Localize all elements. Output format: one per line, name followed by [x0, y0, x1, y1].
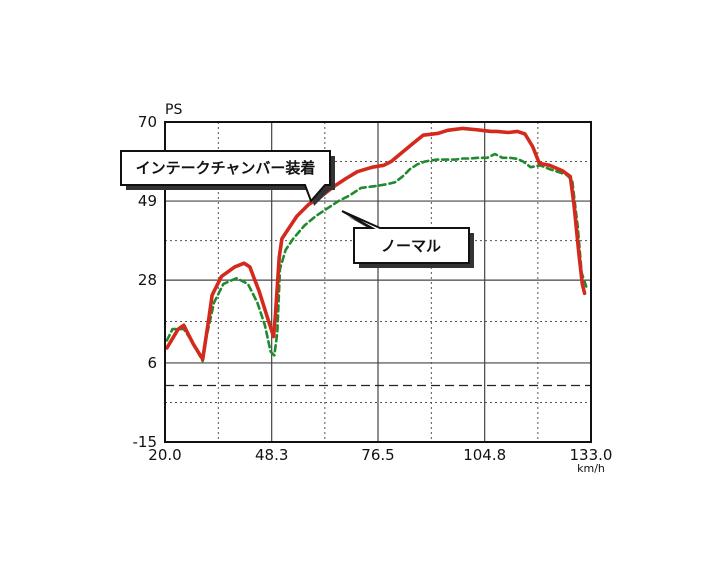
y-tick-label: 49: [138, 192, 157, 210]
series-layer: [165, 126, 589, 363]
y-axis-label: PS: [165, 102, 182, 118]
x-tick-label: 48.3: [255, 446, 288, 464]
series-line-intake-chamber: [165, 126, 587, 361]
y-tick-label: 6: [147, 354, 157, 372]
x-tick-label: 104.8: [463, 446, 506, 464]
callout-normal-box: [341, 210, 470, 264]
callout-intake-chamber: インテークチャンバー装着: [120, 150, 335, 206]
y-tick-label: 70: [138, 113, 157, 131]
x-tick-labels: 20.0 48.3 76.5 104.8 133.0: [148, 446, 612, 464]
x-tick-label: 20.0: [148, 446, 181, 464]
callout-normal: ノーマル: [341, 210, 474, 268]
y-tick-label: -15: [133, 433, 158, 451]
x-axis-label: km/h: [577, 462, 605, 475]
series-label-normal: ノーマル: [381, 237, 441, 255]
plot-frame: [164, 121, 592, 443]
y-tick-labels: 70 49 28 6 -15: [133, 113, 158, 451]
x-tick-label: 133.0: [570, 446, 613, 464]
series-line-normal: [165, 152, 589, 363]
series-label-intake-chamber: インテークチャンバー装着: [136, 159, 316, 177]
x-tick-label: 76.5: [361, 446, 394, 464]
y-tick-label: 28: [138, 271, 157, 289]
callout-intake-chamber-box: [120, 150, 331, 203]
